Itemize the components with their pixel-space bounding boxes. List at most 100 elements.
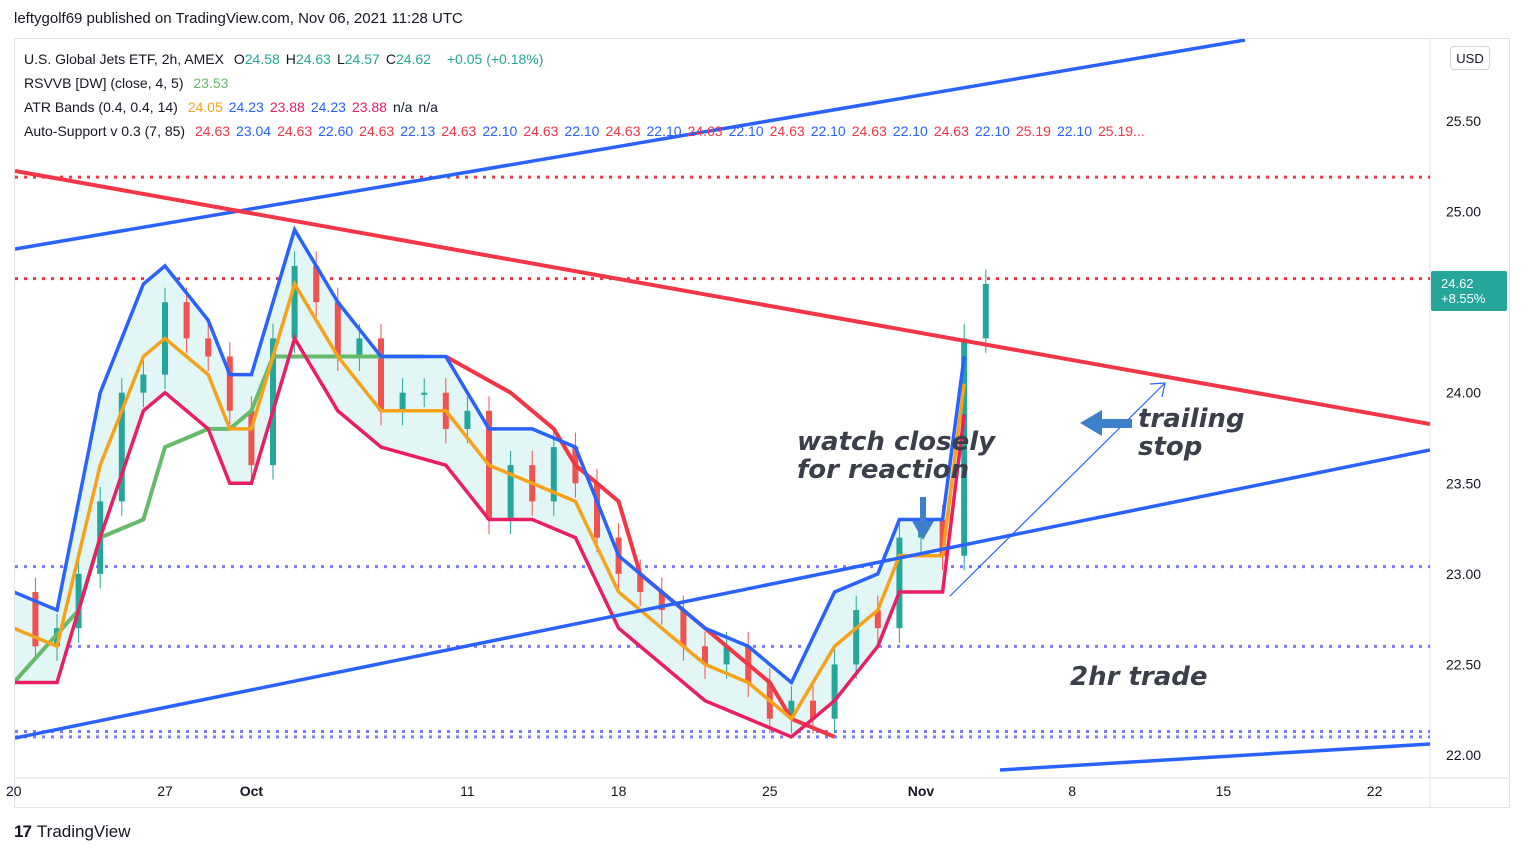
candle-body — [702, 646, 708, 665]
last-price-change: +8.55% — [1441, 291, 1486, 306]
atr-lower-line — [15, 334, 966, 739]
x-tick-label: Nov — [908, 783, 935, 799]
x-tick-label: 25 — [762, 783, 778, 799]
candle-body — [399, 392, 406, 411]
candle-body — [594, 483, 600, 538]
candle-body — [205, 338, 212, 357]
legend-value: 24.63 — [194, 123, 231, 139]
annotation-watch: watch closely for reaction — [797, 428, 995, 484]
legend-value: 24.63 — [441, 123, 477, 139]
legend-value: 24.63 — [605, 123, 641, 139]
legend-atr-label: ATR Bands (0.4, 0.4, 14) — [24, 99, 178, 115]
legend-value: 22.10 — [974, 123, 1010, 139]
candle-body — [313, 265, 320, 303]
legend-rsvvb-value: 23.53 — [193, 75, 229, 91]
legend-value: 24.63 — [277, 123, 313, 139]
candle-body — [550, 447, 557, 502]
legend-value: 22.60 — [318, 123, 354, 139]
legend-value: 22.10 — [564, 123, 600, 139]
ohlc-value: 24.58 — [244, 51, 280, 67]
candle-body — [291, 265, 298, 339]
annotation-trailing: trailing stop — [1138, 405, 1245, 461]
tradingview-logo-icon: 17 — [14, 822, 32, 841]
legend-value: 24.63 — [933, 123, 969, 139]
x-tick-label: 18 — [611, 783, 627, 799]
descending-resistance-line — [15, 169, 1430, 426]
candle-body — [356, 338, 363, 357]
legend-value: 23.04 — [236, 123, 272, 139]
legend-rsvvb-label: RSVVB [DW] (close, 4, 5) — [24, 75, 184, 91]
legend-value: 24.05 — [187, 99, 223, 115]
ohlc-value: 24.62 — [395, 51, 431, 67]
x-tick-label: 22 — [1367, 783, 1383, 799]
legend-symbol: U.S. Global Jets ETF, 2h, AMEX — [24, 51, 224, 67]
ohlc-value: 24.63 — [295, 51, 331, 67]
legend-atr-row[interactable]: ATR Bands (0.4, 0.4, 14) 24.05 24.23 23.88… — [24, 99, 450, 115]
left-arrow-shaft — [1098, 419, 1132, 428]
legend-change: +0.05 (+0.18%) — [446, 51, 544, 67]
legend-value: n/a — [418, 99, 438, 115]
legend-autosupport-row[interactable]: Auto-Support v 0.3 (7, 85) 24.63 23.04 24.… — [24, 123, 1157, 139]
legend-value: 24.23 — [310, 99, 346, 115]
candle-body — [248, 410, 255, 466]
legend-value: 24.23 — [228, 99, 264, 115]
lower-channel-line — [15, 448, 1430, 740]
candle-body — [140, 374, 147, 393]
candle-body — [961, 338, 968, 556]
ohlc-label: O — [233, 51, 245, 67]
legend-rsvvb-row[interactable]: RSVVB [DW] (close, 4, 5) 23.53 — [24, 75, 234, 91]
last-price-tag: 24.62 +8.55% — [1431, 271, 1507, 311]
y-tick-label: 23.50 — [1446, 475, 1481, 491]
currency-button[interactable]: USD — [1450, 46, 1490, 70]
y-tick-label: 22.50 — [1446, 656, 1481, 672]
legend-value: 22.10 — [646, 123, 682, 139]
candle-body — [831, 664, 838, 719]
candle-body — [378, 338, 384, 411]
down-arrow-head — [912, 521, 934, 540]
legend-value: 25.19... — [1098, 123, 1145, 139]
candle-body — [723, 646, 730, 665]
legend-atr-values: 24.05 24.23 23.88 24.23 23.88 n/a n/a — [188, 99, 444, 115]
candle-body — [226, 356, 233, 411]
legend-symbol-row: U.S. Global Jets ETF, 2h, AMEX O24.58 H24… — [24, 51, 549, 67]
candle-body — [270, 338, 276, 466]
upper-channel-line — [15, 39, 1246, 251]
trail-guide-line — [949, 382, 1166, 597]
legend-value: 24.63 — [851, 123, 887, 139]
ohlc-label: C — [385, 51, 396, 67]
candle-body — [118, 392, 125, 502]
candle-body — [853, 610, 860, 665]
annotation-trailing-line2: stop — [1138, 432, 1203, 462]
ohlc-label: H — [285, 51, 296, 67]
atr-upper-line — [15, 225, 966, 686]
footer-brand-label: TradingView — [36, 822, 131, 841]
legend-value: 24.63 — [769, 123, 805, 139]
legend-value: 22.13 — [400, 123, 436, 139]
x-tick-label: 20 — [6, 783, 22, 799]
candle-body — [680, 610, 687, 647]
candle-body — [939, 519, 946, 556]
x-tick-label: 15 — [1216, 783, 1232, 799]
x-tick-label: Oct — [240, 783, 264, 799]
publish-line: leftygolf69 published on TradingView.com… — [14, 10, 463, 27]
y-tick-label: 22.00 — [1446, 747, 1481, 763]
plot-area — [15, 39, 1430, 772]
candle-body — [896, 537, 903, 629]
legend-value: 22.10 — [810, 123, 846, 139]
legend-value: 22.10 — [482, 123, 518, 139]
legend-ohlc: O24.58 H24.63 L24.57 C24.62 — [234, 51, 437, 67]
candle-body — [464, 410, 471, 429]
ohlc-label: L — [336, 51, 345, 67]
candle-body — [507, 465, 514, 520]
legend-value: 22.10 — [892, 123, 928, 139]
footer-brand[interactable]: 17 TradingView — [14, 822, 130, 842]
legend-value: 22.10 — [1056, 123, 1093, 139]
legend-value: 24.63 — [359, 123, 395, 139]
y-tick-label: 25.50 — [1446, 113, 1481, 129]
legend-value: 23.88 — [269, 99, 305, 115]
annotation-watch-line1: watch closely — [797, 427, 996, 457]
x-tick-label: 27 — [157, 783, 173, 799]
candle-body — [874, 610, 881, 629]
annotation-watch-line2: for reaction — [797, 455, 970, 485]
